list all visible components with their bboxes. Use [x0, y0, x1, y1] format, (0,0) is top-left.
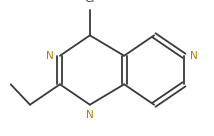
Text: N: N [190, 51, 198, 61]
Text: N: N [86, 110, 94, 120]
Text: N: N [46, 51, 54, 61]
Text: Cl: Cl [85, 0, 95, 4]
